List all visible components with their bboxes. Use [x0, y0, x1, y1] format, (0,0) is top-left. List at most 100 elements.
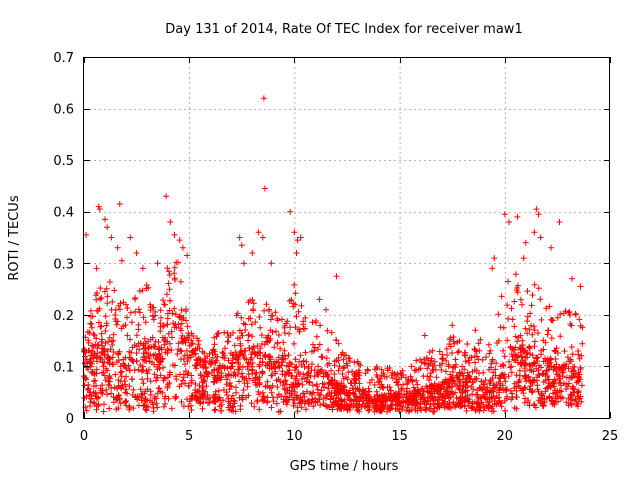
- data-point: [286, 359, 293, 366]
- data-point: [485, 341, 492, 348]
- data-point: [252, 319, 259, 326]
- data-point: [218, 407, 225, 414]
- data-point: [511, 323, 518, 330]
- data-point: [307, 390, 313, 397]
- data-point: [499, 382, 506, 389]
- data-point: [512, 357, 519, 364]
- data-point: [507, 387, 514, 394]
- data-point: [209, 369, 215, 376]
- data-point: [180, 374, 187, 381]
- data-point: [106, 334, 113, 341]
- data-point: [519, 386, 526, 392]
- data-point: [371, 381, 378, 388]
- chart-title: Day 131 of 2014, Rate Of TEC Index for r…: [165, 22, 522, 37]
- data-point: [398, 402, 405, 409]
- data-point: [156, 385, 163, 392]
- data-point: [141, 335, 148, 342]
- data-point: [122, 389, 129, 396]
- data-point: [286, 330, 293, 337]
- data-point: [150, 343, 157, 350]
- data-point: [353, 398, 360, 405]
- data-point: [545, 376, 552, 383]
- data-point: [233, 351, 240, 358]
- data-point: [94, 342, 101, 349]
- data-point: [535, 388, 542, 395]
- data-point: [272, 368, 279, 375]
- data-point: [81, 382, 88, 389]
- data-point: [552, 394, 559, 400]
- data-point: [113, 321, 120, 328]
- data-point: [344, 362, 351, 369]
- data-point: [345, 355, 352, 362]
- data-point: [110, 361, 116, 368]
- data-point: [180, 314, 187, 321]
- plot-frame: [83, 57, 610, 419]
- data-point: [566, 308, 573, 315]
- data-point: [462, 358, 469, 365]
- data-point: [294, 237, 301, 244]
- data-points: [81, 95, 586, 415]
- data-point: [97, 354, 104, 361]
- data-point: [485, 399, 491, 406]
- data-point: [191, 392, 198, 399]
- data-point: [576, 355, 583, 362]
- data-point: [182, 368, 189, 375]
- data-point: [565, 402, 572, 409]
- data-point: [267, 327, 274, 334]
- data-point: [224, 338, 231, 345]
- data-point: [99, 382, 106, 389]
- data-point: [188, 407, 195, 413]
- data-point: [258, 332, 265, 339]
- data-point: [245, 299, 252, 306]
- data-point: [178, 307, 185, 314]
- data-point: [218, 374, 225, 381]
- data-point: [309, 361, 315, 368]
- data-point: [249, 297, 256, 303]
- data-point: [287, 324, 294, 331]
- y-tick-label: 0.2: [53, 309, 74, 324]
- data-point: [326, 390, 333, 397]
- data-point: [184, 252, 191, 259]
- data-point: [483, 396, 490, 403]
- data-point: [246, 345, 253, 352]
- data-point: [526, 326, 533, 333]
- data-point: [384, 365, 391, 372]
- data-point: [142, 345, 149, 351]
- data-point: [538, 391, 545, 398]
- data-point: [127, 336, 133, 343]
- data-point: [579, 340, 586, 347]
- data-point: [196, 345, 203, 352]
- data-point: [214, 366, 221, 373]
- data-point: [300, 371, 307, 378]
- data-point: [375, 396, 381, 403]
- data-point: [340, 365, 347, 372]
- data-point: [513, 394, 520, 400]
- data-point: [388, 402, 395, 409]
- data-point: [205, 370, 212, 377]
- data-point: [447, 336, 453, 343]
- data-point: [334, 381, 341, 388]
- data-point: [464, 341, 471, 347]
- data-point: [452, 401, 459, 408]
- data-point: [157, 307, 164, 314]
- data-point: [408, 363, 415, 370]
- data-point: [443, 403, 450, 410]
- data-point: [426, 349, 433, 356]
- data-point: [93, 265, 100, 272]
- data-point: [314, 386, 321, 393]
- data-point: [509, 390, 515, 397]
- data-point: [140, 380, 147, 387]
- data-point: [108, 306, 115, 313]
- data-point: [128, 319, 135, 326]
- data-point: [463, 407, 470, 414]
- data-point: [403, 407, 410, 414]
- data-point: [491, 255, 498, 262]
- x-tick-label: 0: [80, 429, 88, 444]
- data-point: [297, 234, 304, 241]
- data-point: [476, 408, 483, 415]
- data-point: [373, 388, 380, 395]
- data-point: [225, 334, 232, 341]
- data-point: [486, 380, 493, 387]
- data-point: [242, 321, 249, 328]
- data-point: [240, 260, 247, 267]
